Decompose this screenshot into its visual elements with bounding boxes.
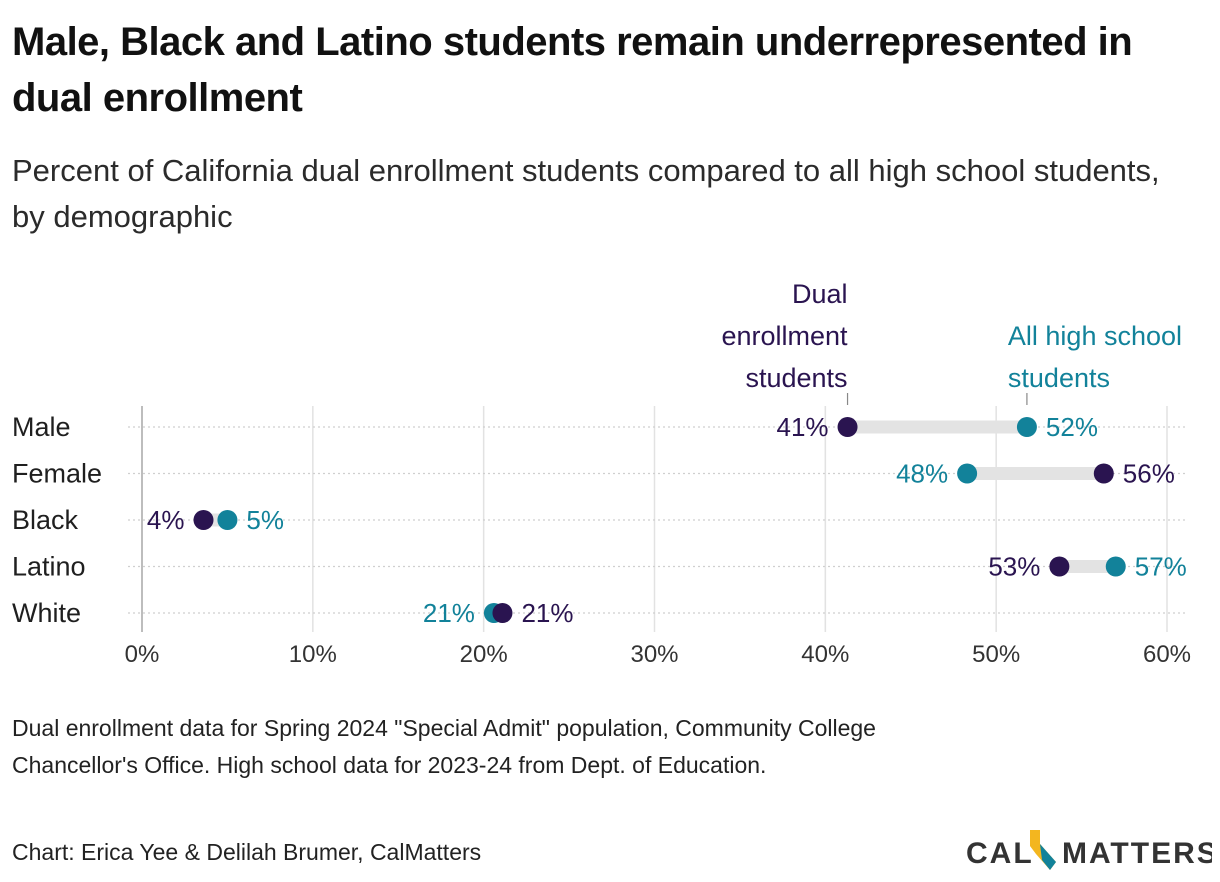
data-label: 41% xyxy=(776,412,828,442)
x-tick-label: 60% xyxy=(1143,641,1191,668)
calmatters-logo: CAL MATTERS xyxy=(966,830,1212,870)
dot-plot-chart: 0% 10% 20% 30% 40% 50% 60% Male 41% 52% Female 48%… xyxy=(12,279,1191,668)
data-label: 5% xyxy=(246,505,284,535)
high-school-dot xyxy=(1105,556,1126,577)
high-school-dot xyxy=(1016,417,1037,437)
source-note: Dual enrollment data for Spring 2024 "Sp… xyxy=(12,715,876,778)
dual-enrollment-dot xyxy=(492,603,513,623)
chart-title: Male, Black and Latino students remain u… xyxy=(12,20,1133,120)
dot-layer xyxy=(193,417,1126,623)
high-school-dot xyxy=(957,463,978,484)
legend-label-dual-enrollment: Dual xyxy=(792,279,848,309)
logo-text-right: MATTERS xyxy=(1062,837,1212,870)
x-tick-label: 30% xyxy=(630,641,678,668)
data-label: 21% xyxy=(423,598,475,628)
dual-enrollment-dot xyxy=(837,417,858,437)
category-label: Black xyxy=(12,505,79,535)
dual-enrollment-dot xyxy=(193,510,214,530)
chart-credit: Chart: Erica Yee & Delilah Brumer, CalMa… xyxy=(12,839,482,865)
data-label: 56% xyxy=(1123,459,1175,489)
data-label: 57% xyxy=(1135,552,1187,582)
dual-enrollment-dot xyxy=(1049,556,1070,577)
x-tick-label: 0% xyxy=(125,641,160,668)
data-label: 4% xyxy=(147,505,185,535)
x-tick-label: 40% xyxy=(801,641,849,668)
x-tick-label: 50% xyxy=(972,641,1020,668)
data-label: 52% xyxy=(1046,412,1098,442)
legend-label-high-school: students xyxy=(1008,363,1110,393)
category-label: Male xyxy=(12,412,71,442)
high-school-dot xyxy=(217,510,238,530)
dual-enrollment-dot xyxy=(1093,463,1114,484)
california-shape-icon xyxy=(1030,830,1056,870)
grid-layer: 0% 10% 20% 30% 40% 50% 60% xyxy=(125,406,1191,668)
label-layer: Male 41% 52% Female 48% 56% Black 4% 5% Latino 53%… xyxy=(12,412,1187,628)
legend-label-high-school: All high school xyxy=(1008,321,1182,351)
chart-subtitle: Percent of California dual enrollment st… xyxy=(12,153,1160,234)
logo-text-left: CAL xyxy=(966,837,1034,870)
category-label: Female xyxy=(12,459,102,489)
data-label: 21% xyxy=(521,598,573,628)
legend-layer: Dual enrollment students All high school stu… xyxy=(721,279,1182,405)
data-label: 48% xyxy=(896,459,948,489)
category-label: White xyxy=(12,598,81,628)
x-tick-label: 10% xyxy=(289,641,337,668)
legend-label-dual-enrollment: enrollment xyxy=(721,321,848,351)
data-label: 53% xyxy=(988,552,1040,582)
x-tick-label: 20% xyxy=(460,641,508,668)
legend-label-dual-enrollment: students xyxy=(745,363,847,393)
category-label: Latino xyxy=(12,552,86,582)
